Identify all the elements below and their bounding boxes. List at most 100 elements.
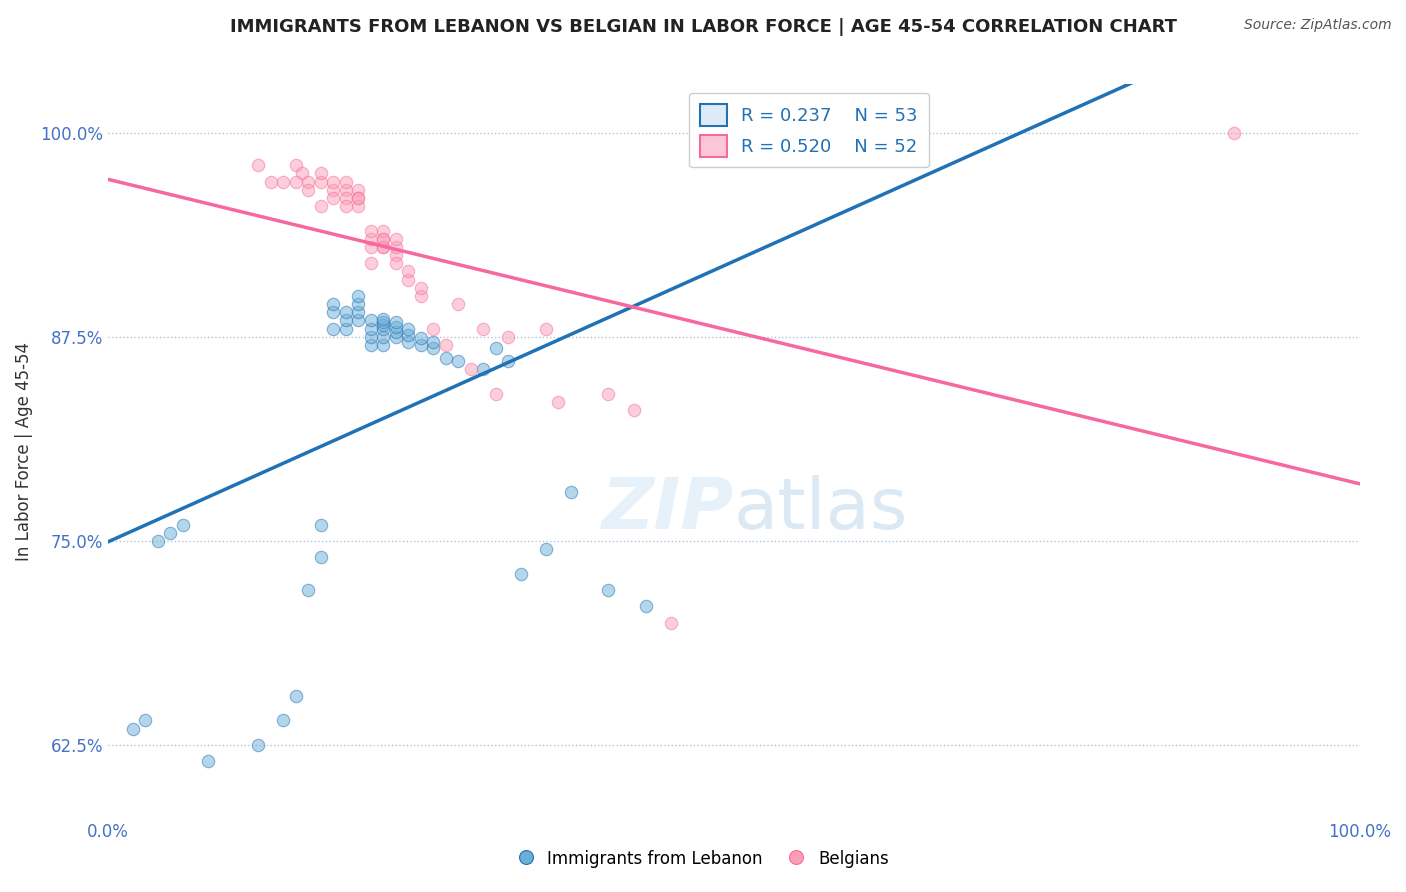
Point xyxy=(121,722,143,736)
Point xyxy=(309,550,332,565)
Point xyxy=(384,325,406,339)
Point xyxy=(384,320,406,334)
Point xyxy=(409,331,432,345)
Point xyxy=(297,582,319,597)
Point xyxy=(373,318,395,333)
Point xyxy=(284,158,307,172)
Point xyxy=(422,341,444,355)
Point xyxy=(284,175,307,189)
Point xyxy=(284,689,307,703)
Point xyxy=(447,354,470,368)
Point xyxy=(259,175,281,189)
Point xyxy=(347,191,370,205)
Point xyxy=(360,240,382,254)
Point xyxy=(434,338,457,352)
Point xyxy=(335,199,357,213)
Point xyxy=(347,305,370,319)
Point xyxy=(360,256,382,270)
Point xyxy=(335,175,357,189)
Point xyxy=(422,334,444,349)
Point xyxy=(373,240,395,254)
Point xyxy=(335,305,357,319)
Point xyxy=(360,313,382,327)
Point xyxy=(373,232,395,246)
Point xyxy=(560,484,582,499)
Point xyxy=(309,517,332,532)
Point xyxy=(373,224,395,238)
Point xyxy=(247,158,270,172)
Point xyxy=(498,354,520,368)
Point xyxy=(384,232,406,246)
Point xyxy=(297,183,319,197)
Point xyxy=(534,321,557,335)
Point xyxy=(634,599,657,614)
Point xyxy=(598,582,620,597)
Point xyxy=(485,341,508,355)
Point xyxy=(373,338,395,352)
Point xyxy=(485,387,508,401)
Point xyxy=(322,183,344,197)
Point xyxy=(347,191,370,205)
Point xyxy=(598,387,620,401)
Point xyxy=(322,305,344,319)
Point xyxy=(472,362,495,376)
Point xyxy=(309,175,332,189)
Point xyxy=(146,533,169,548)
Point xyxy=(534,542,557,557)
Point xyxy=(373,315,395,329)
Point xyxy=(409,281,432,295)
Point xyxy=(384,240,406,254)
Point xyxy=(335,183,357,197)
Text: IMMIGRANTS FROM LEBANON VS BELGIAN IN LABOR FORCE | AGE 45-54 CORRELATION CHART: IMMIGRANTS FROM LEBANON VS BELGIAN IN LA… xyxy=(229,18,1177,36)
Point xyxy=(1223,126,1246,140)
Point xyxy=(360,338,382,352)
Text: atlas: atlas xyxy=(734,475,908,544)
Point xyxy=(659,615,682,630)
Point xyxy=(360,224,382,238)
Y-axis label: In Labor Force | Age 45-54: In Labor Force | Age 45-54 xyxy=(15,342,32,560)
Point xyxy=(373,311,395,326)
Point xyxy=(396,328,419,343)
Point xyxy=(373,321,395,335)
Point xyxy=(384,315,406,329)
Point xyxy=(291,166,314,180)
Point xyxy=(335,321,357,335)
Point xyxy=(547,395,569,409)
Point xyxy=(347,199,370,213)
Point xyxy=(460,362,482,376)
Point xyxy=(434,351,457,365)
Point xyxy=(271,175,294,189)
Point xyxy=(396,264,419,278)
Text: Source: ZipAtlas.com: Source: ZipAtlas.com xyxy=(1244,18,1392,32)
Point xyxy=(297,175,319,189)
Point xyxy=(409,289,432,303)
Point xyxy=(309,166,332,180)
Point xyxy=(373,232,395,246)
Point xyxy=(247,738,270,752)
Point xyxy=(396,321,419,335)
Point xyxy=(396,334,419,349)
Point xyxy=(360,321,382,335)
Point xyxy=(360,232,382,246)
Point xyxy=(322,321,344,335)
Point xyxy=(322,297,344,311)
Point xyxy=(384,248,406,262)
Point xyxy=(623,403,645,417)
Point xyxy=(335,191,357,205)
Point xyxy=(322,191,344,205)
Point xyxy=(347,289,370,303)
Point xyxy=(271,714,294,728)
Point xyxy=(422,321,444,335)
Point xyxy=(347,183,370,197)
Point xyxy=(472,321,495,335)
Point xyxy=(347,297,370,311)
Point xyxy=(373,330,395,344)
Point xyxy=(347,313,370,327)
Point xyxy=(384,256,406,270)
Point xyxy=(197,754,219,768)
Point xyxy=(409,338,432,352)
Point xyxy=(396,272,419,286)
Point xyxy=(384,330,406,344)
Point xyxy=(373,240,395,254)
Point xyxy=(335,313,357,327)
